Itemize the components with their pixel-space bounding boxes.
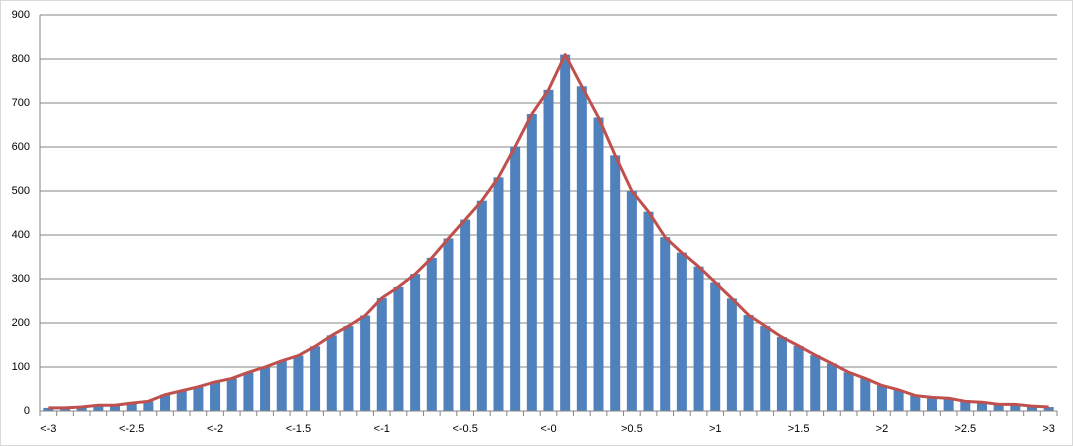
bar [1043, 407, 1054, 411]
x-tick-label: <-0 [540, 423, 556, 435]
line [48, 53, 1049, 410]
bar [360, 315, 371, 411]
bar [210, 381, 221, 411]
bar [993, 404, 1004, 411]
bar [726, 298, 737, 411]
bar [560, 54, 571, 411]
bar [743, 315, 754, 411]
bar [876, 385, 887, 411]
bar [710, 282, 721, 411]
bar [126, 403, 137, 411]
x-tick-label: >3 [1042, 423, 1055, 435]
y-tick-label: 300 [12, 273, 30, 285]
bar [293, 355, 304, 411]
bar [326, 335, 337, 411]
x-tick-label: <-0.5 [452, 423, 477, 435]
bar [60, 407, 71, 411]
bar [226, 378, 237, 411]
bar [860, 378, 871, 411]
bar [576, 86, 587, 411]
bar [160, 394, 171, 411]
bar [193, 386, 204, 411]
bar [460, 219, 471, 411]
bar [960, 401, 971, 411]
y-tick-label: 500 [12, 185, 30, 197]
bar [93, 405, 104, 411]
x-tick-label: >1 [709, 423, 722, 435]
x-tick-label: >2.5 [954, 423, 976, 435]
y-tick-label: 0 [24, 405, 30, 417]
y-tick-label: 600 [12, 141, 30, 153]
y-tick-label: 900 [12, 9, 30, 21]
bar [610, 155, 621, 411]
y-tick-label: 800 [12, 53, 30, 65]
bar [910, 395, 921, 411]
bar [893, 389, 904, 411]
y-tick-label: 400 [12, 229, 30, 241]
x-tick-label: <-1.5 [286, 423, 311, 435]
bar [143, 401, 154, 411]
bar [793, 345, 804, 411]
y-tick-label: 200 [12, 317, 30, 329]
bar [760, 326, 771, 411]
bar [843, 372, 854, 411]
bar [1010, 404, 1021, 411]
x-tick-label: <-3 [40, 423, 56, 435]
y-tick-label: 100 [12, 361, 30, 373]
x-tick-label: <-1 [374, 423, 390, 435]
bar [593, 117, 604, 412]
bar [376, 297, 387, 411]
bar [393, 286, 404, 411]
x-tick-label: >1.5 [788, 423, 810, 435]
x-tick-label: <-2.5 [119, 423, 144, 435]
bar [260, 367, 271, 411]
bar [176, 390, 187, 411]
bar [310, 346, 321, 411]
bar [643, 211, 654, 411]
bar [76, 407, 87, 411]
bar [43, 407, 54, 411]
y-tick-label: 700 [12, 97, 30, 109]
x-tick-label: >2 [876, 423, 889, 435]
bar [1026, 406, 1037, 411]
bar [926, 397, 937, 411]
bar [810, 355, 821, 411]
bar [343, 326, 354, 411]
bar [626, 191, 637, 411]
bar [476, 200, 487, 411]
x-tick-label: <-2 [207, 423, 223, 435]
bar [543, 89, 554, 412]
bar [426, 257, 437, 411]
bar [110, 405, 121, 411]
bar [493, 177, 504, 411]
bar [826, 363, 837, 411]
bar [660, 237, 671, 411]
x-tick-label: >0.5 [621, 423, 643, 435]
bar [943, 398, 954, 411]
bar [243, 372, 254, 411]
bar [510, 146, 521, 411]
bar [526, 114, 537, 411]
bar [976, 402, 987, 411]
bar [443, 238, 454, 411]
bar [276, 360, 287, 411]
bar [776, 337, 787, 411]
bar [410, 274, 421, 411]
bar [693, 266, 704, 411]
bar [676, 252, 687, 411]
